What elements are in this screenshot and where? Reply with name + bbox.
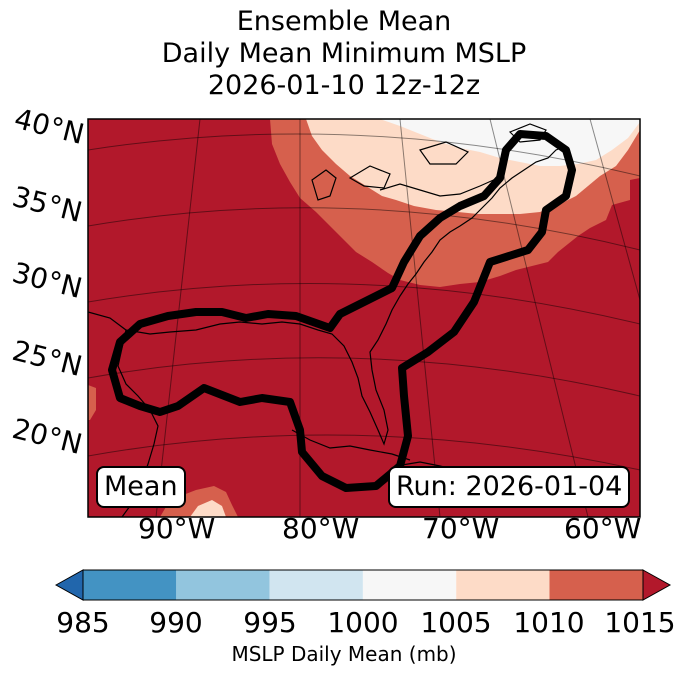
colorbar-tick-1010: 1010 [513,606,585,639]
mean-badge: Mean [96,466,186,508]
title-line-1: Ensemble Mean [236,6,452,37]
contour-1015 [108,130,576,492]
lon-label-70w: 70°W [422,512,500,545]
map-frame [87,118,641,518]
colorbar-tick-1005: 1005 [420,606,492,639]
lon-label-80w: 80°W [282,512,360,545]
colorbar-bin-1005-1010 [456,570,550,600]
title-line-3: 2026-01-10 12z-12z [207,70,481,101]
colorbar-bin-985-990 [83,570,177,600]
colorbar-bin-1010-1015 [549,570,643,600]
title-line-2: Daily Mean Minimum MSLP [161,38,527,69]
colorbar-tick-995: 995 [243,606,297,639]
map-content [88,119,640,517]
colorbar-tick-985: 985 [56,606,110,639]
lon-label-60w: 60°W [564,512,642,545]
colorbar-frame [82,569,644,601]
lon-label-90w: 90°W [138,512,216,545]
fill-1005-1010-south [190,500,226,517]
run-date-badge: Run: 2026-01-04 [388,466,631,508]
colorbar-tick-1015: 1015 [604,606,676,639]
fill-1010-1015-southwest [88,385,96,420]
colorbar-bin-1000-1005 [362,570,457,600]
colorbar-tick-1000: 1000 [327,606,399,639]
colorbar-bin-995-1000 [269,570,363,600]
colorbar-bin-990-995 [176,570,270,600]
colorbar-over-arrow [642,569,672,601]
colorbar-label: MSLP Daily Mean (mb) [231,642,457,666]
colorbar-under-arrow [54,569,84,601]
colorbar [54,569,672,601]
colorbar-tick-990: 990 [149,606,203,639]
graticule [88,119,640,517]
